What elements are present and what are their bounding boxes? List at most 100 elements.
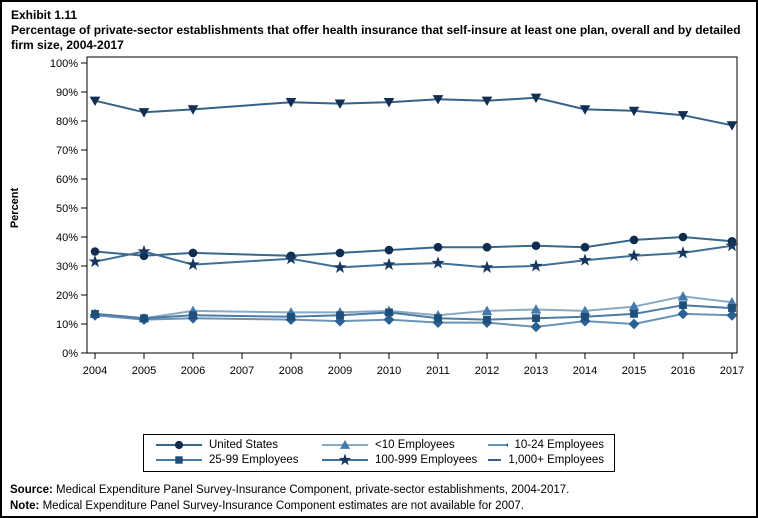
legend-label: 1,000+ Employees xyxy=(508,454,604,466)
x-axis-tick-label: 2004 xyxy=(83,365,107,377)
chart-title: Percentage of private-sector establishme… xyxy=(11,23,741,52)
legend-swatch-circle-icon xyxy=(156,440,202,450)
x-axis-tick-label: 2015 xyxy=(622,365,646,377)
data-point-100-999-employees xyxy=(627,249,641,262)
legend-item-1-000-employees: 1,000+ Employees xyxy=(488,453,604,467)
data-point-25-99-employees xyxy=(679,301,687,310)
data-point-100-999-employees xyxy=(431,256,445,269)
legend-marker-star-icon xyxy=(338,453,352,466)
data-point-25-99-employees xyxy=(189,311,197,320)
legend-label: 100-999 Employees xyxy=(375,454,478,466)
note-text: Medical Expenditure Panel Survey-Insuran… xyxy=(42,500,524,512)
x-axis-tick-label: 2012 xyxy=(475,365,499,377)
exhibit-number: Exhibit 1.11 xyxy=(11,8,78,22)
data-point-25-99-employees xyxy=(385,308,393,317)
x-axis-tick-label: 2007 xyxy=(230,365,254,377)
y-axis-tick-label: 70% xyxy=(56,145,78,157)
data-point-united-states xyxy=(90,247,100,256)
data-point-1-000-employees xyxy=(677,111,689,121)
legend-item--10-employees: <10 Employees xyxy=(322,438,488,452)
x-axis-tick-label: 2013 xyxy=(524,365,548,377)
legend-marker-diamond-icon xyxy=(505,443,508,447)
x-axis-tick-label: 2006 xyxy=(181,365,205,377)
data-point-25-99-employees xyxy=(140,314,148,323)
data-point-25-99-employees xyxy=(434,314,442,323)
data-point-1-000-employees xyxy=(89,96,101,106)
chart-legend: United States <10 Employees 10-24 Employee… xyxy=(143,434,615,472)
x-axis-tick-label: 2014 xyxy=(573,365,597,377)
legend-swatch-triangle-up-icon xyxy=(322,439,368,449)
data-point-1-000-employees xyxy=(138,108,150,118)
x-axis-tick-label: 2009 xyxy=(328,365,352,377)
y-axis-tick-label: 30% xyxy=(56,261,78,273)
data-point-25-99-employees xyxy=(287,312,295,321)
y-axis-title: Percent xyxy=(9,187,21,228)
y-axis-tick-label: 100% xyxy=(50,58,78,70)
legend-swatch-triangle-down-icon xyxy=(488,459,502,461)
legend-swatch-star-icon xyxy=(322,453,368,466)
data-point-25-99-employees xyxy=(581,312,589,321)
x-axis-tick-label: 2010 xyxy=(377,365,401,377)
y-axis-tick-label: 20% xyxy=(56,290,78,302)
source-label: Source: xyxy=(10,484,53,496)
x-axis-tick-label: 2011 xyxy=(426,365,450,377)
data-point-10-24-employees xyxy=(383,314,395,326)
x-axis-tick-label: 2008 xyxy=(279,365,303,377)
legend-item-25-99-employees: 25-99 Employees xyxy=(156,453,322,467)
data-point-united-states xyxy=(678,232,688,242)
title-block: Exhibit 1.11 Percentage of private-secto… xyxy=(2,2,756,53)
data-point-1-000-employees xyxy=(628,106,640,117)
data-point-1-000-employees xyxy=(285,98,297,108)
data-point-1-000-employees xyxy=(432,95,444,105)
data-point-25-99-employees xyxy=(532,314,540,323)
data-point-100-999-employees xyxy=(578,253,592,266)
legend-label: 10-24 Employees xyxy=(514,439,605,451)
data-point-100-999-employees xyxy=(186,257,200,271)
legend-item-100-999-employees: 100-999 Employees xyxy=(322,453,488,467)
data-point-25-99-employees xyxy=(630,309,638,318)
data-point--10-employees xyxy=(481,305,493,316)
data-point-100-999-employees xyxy=(333,260,347,273)
data-point-100-999-employees xyxy=(284,251,298,265)
y-axis-tick-label: 80% xyxy=(56,116,78,128)
legend-marker-square-icon xyxy=(175,456,183,464)
data-point-united-states xyxy=(531,241,541,250)
data-point-10-24-employees xyxy=(530,321,542,333)
data-point-united-states xyxy=(188,248,198,258)
source-text: Medical Expenditure Panel Survey-Insuran… xyxy=(56,484,570,496)
data-point-united-states xyxy=(482,242,492,252)
data-point-100-999-employees xyxy=(88,254,102,268)
legend-marker-triangle-up-icon xyxy=(339,439,351,449)
data-point-1-000-employees xyxy=(530,93,542,104)
y-axis-tick-label: 50% xyxy=(56,203,78,215)
x-axis-tick-label: 2016 xyxy=(671,365,695,377)
data-point-1-000-employees xyxy=(481,96,493,106)
data-point-25-99-employees xyxy=(336,311,344,320)
y-axis-tick-label: 10% xyxy=(56,319,78,331)
y-axis-tick-label: 90% xyxy=(56,87,78,99)
data-point--10-employees xyxy=(530,304,542,314)
legend-item-10-24-employees: 10-24 Employees xyxy=(488,438,604,452)
data-point-100-999-employees xyxy=(382,257,396,271)
x-axis-tick-label: 2017 xyxy=(720,365,744,377)
data-point-100-999-employees xyxy=(676,246,690,259)
legend-swatch-square-icon xyxy=(156,456,202,464)
data-point-100-999-employees xyxy=(529,259,543,272)
data-point-united-states xyxy=(629,235,639,245)
y-axis-tick-label: 0% xyxy=(62,348,78,360)
data-point-united-states xyxy=(580,242,590,252)
data-point-10-24-employees xyxy=(677,308,689,320)
data-point-united-states xyxy=(384,245,394,255)
note-label: Note: xyxy=(10,500,40,512)
data-point-united-states xyxy=(433,242,443,252)
legend-label: United States xyxy=(209,439,279,451)
footer: Source: Medical Expenditure Panel Survey… xyxy=(2,472,756,514)
line-chart: 0% 10% 20% 30% 40% 50% 60% 70% 80% 90% 100% Percent… xyxy=(9,56,744,377)
data-point-25-99-employees xyxy=(728,304,736,312)
data-point-1-000-employees xyxy=(579,105,591,115)
legend-item-united-states: United States xyxy=(156,438,322,452)
data-point-1-000-employees xyxy=(187,105,199,115)
y-axis-tick-label: 40% xyxy=(56,232,78,244)
legend-marker-circle-icon xyxy=(174,440,184,450)
